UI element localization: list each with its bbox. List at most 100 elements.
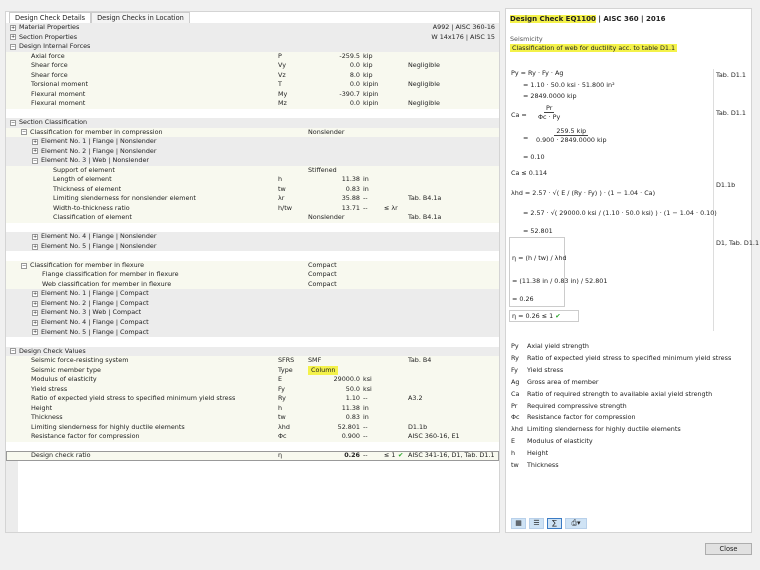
expand-icon[interactable]: + [32,291,38,298]
table-row[interactable]: Support of element Stiffened [6,165,499,176]
ref-ca: Tab. D1.1 [716,109,746,117]
list-icon[interactable]: ☰ [529,518,544,529]
tab-design-checks-in-location[interactable]: Design Checks in Location [91,12,190,23]
collapse-icon[interactable]: − [21,129,27,136]
table-row[interactable]: Design check ratio η 0.26 -- ≤ 1 ✔ AISC 341-16… [6,451,499,461]
group-row[interactable]: − Design Check Values [6,346,499,357]
expand-icon[interactable]: + [10,24,16,31]
legend-item: Py Axial yield strength [511,342,589,350]
table-row[interactable]: Length of element h 11.38 in [6,175,499,185]
collapse-icon[interactable]: − [21,262,27,269]
group-row[interactable]: + Section Properties W 14x176 | AISC 15 [6,32,499,43]
formula-icon[interactable]: ∑ [547,518,562,529]
row-label: Yield stress [31,384,68,393]
table-row[interactable]: Shear force Vz 8.0 kip [6,70,499,81]
row-label: Design check ratio [31,451,91,460]
table-row[interactable]: + Element No. 3 | Web | Compact [6,308,499,318]
table-row[interactable]: Thickness of element tw 0.83 in [6,184,499,195]
image-icon[interactable]: ▦ [511,518,526,529]
close-button[interactable]: Close [705,543,752,555]
collapse-icon[interactable]: − [32,157,38,164]
table-row[interactable]: Flange classification for member in flex… [6,270,499,280]
row-label: Shear force [31,70,68,79]
expand-icon[interactable]: + [10,34,16,41]
collapse-icon[interactable]: − [10,43,16,50]
table-row[interactable]: Yield stress Fy 50.0 ksi [6,384,499,395]
table-row[interactable]: Modulus of elasticity E 29000.0 ksi [6,375,499,385]
table-row[interactable]: Limiting slenderness for highly ductile … [6,422,499,433]
reference: Tab. B4.1a [408,194,442,203]
table-row[interactable]: + Element No. 1 | Flange | Compact [6,289,499,299]
symbol: Vz [278,70,286,79]
table-row[interactable]: Height h 11.38 in [6,403,499,414]
divider [713,69,714,331]
symbol: tw [278,184,286,193]
table-row[interactable]: Seismic member type Type Column [6,365,499,376]
table-row[interactable]: + Element No. 4 | Flange | Compact [6,317,499,328]
spacer-row [6,108,499,119]
table-row[interactable]: Torsional moment T 0.0 kipin Negligible [6,80,499,90]
table-row[interactable]: Web classification for member in flexure… [6,279,499,290]
expand-icon[interactable]: + [32,310,38,317]
table-row[interactable]: Shear force Vy 0.0 kip Negligible [6,61,499,71]
collapse-icon[interactable]: − [10,348,16,355]
group-row[interactable]: − Section Classification [6,118,499,128]
table-row[interactable]: Flexural moment My -390.7 kipin [6,89,499,100]
table-row[interactable]: Limiting slenderness for nonslender elem… [6,194,499,204]
row-label: Element No. 4 | Flange | Compact [41,317,149,326]
table-row[interactable]: Axial force P -259.5 kip [6,51,499,62]
value-text: Compact [308,270,337,279]
tab-design-check-details[interactable]: Design Check Details [9,12,92,23]
table-row[interactable]: + Element No. 2 | Flange | Compact [6,298,499,309]
value: 52.801 [337,422,360,431]
table-row[interactable]: − Classification for member in compressio… [6,127,499,138]
table-row[interactable]: + Element No. 1 | Flange | Nonslender [6,137,499,147]
table-row[interactable]: Seismic force-resisting system SFRS SMF Tab… [6,356,499,366]
table-row[interactable]: − Classification for member in flexure Com… [6,260,499,271]
print-icon[interactable]: ⎙▾ [565,518,587,529]
check-title-rest: | AISC 360 | 2016 [595,15,666,23]
value-text: SMF [308,356,322,365]
details-tree: + Material Properties A992 | AISC 360-16 + S… [6,23,499,461]
value: 29000.0 [333,375,360,384]
table-row[interactable]: Classification of element Nonslender Tab. … [6,213,499,223]
eq-result: η = 0.26 ≤ 1 [512,312,554,320]
value-text: Stiffened [308,165,337,174]
eq-eta-3: = 0.26 [512,295,534,303]
value: 0.83 [345,184,360,193]
row-label: Section Properties [19,32,78,41]
unit: kip [363,70,373,79]
legend-symbol: λhd [511,425,523,434]
collapse-icon[interactable]: − [10,119,16,126]
unit: -- [363,394,368,403]
expand-icon[interactable]: + [32,243,38,250]
table-row[interactable]: − Element No. 3 | Web | Nonslender [6,156,499,166]
row-label: Element No. 2 | Flange | Nonslender [41,146,157,155]
value: 0.0 [349,99,360,108]
eq-py-1: Py = Ry · Fy · Ag [511,69,564,77]
table-row[interactable]: Ratio of expected yield stress to specif… [6,394,499,404]
ref-lhd: D1.1b [716,181,736,189]
value-text: Nonslender [308,213,345,222]
table-row[interactable]: + Element No. 2 | Flange | Nonslender [6,146,499,157]
table-row[interactable]: Flexural moment Mz 0.0 kipin Negligible [6,99,499,109]
legend-text: Thickness [527,461,559,469]
expand-icon[interactable]: + [32,138,38,145]
comparison: ≤ λr [384,203,398,212]
table-row[interactable]: + Element No. 5 | Flange | Compact [6,327,499,338]
expand-icon[interactable]: + [32,148,38,155]
expand-icon[interactable]: + [32,300,38,307]
group-row[interactable]: − Design Internal Forces [6,42,499,52]
table-row[interactable]: Thickness tw 0.83 in [6,413,499,423]
expand-icon[interactable]: + [32,234,38,241]
table-row[interactable]: + Element No. 5 | Flange | Nonslender [6,241,499,252]
table-row[interactable]: + Element No. 4 | Flange | Nonslender [6,232,499,242]
expand-icon[interactable]: + [32,329,38,336]
table-row[interactable]: Resistance factor for compression Φc 0.900… [6,432,499,442]
value-text: Column [308,365,339,376]
ref-py: Tab. D1.1 [716,71,746,79]
group-row[interactable]: + Material Properties A992 | AISC 360-16 [6,23,499,33]
table-row[interactable]: Width-to-thickness ratio h/tw 13.71 -- ≤ λr [6,203,499,214]
spacer-row [6,337,499,347]
expand-icon[interactable]: + [32,319,38,326]
